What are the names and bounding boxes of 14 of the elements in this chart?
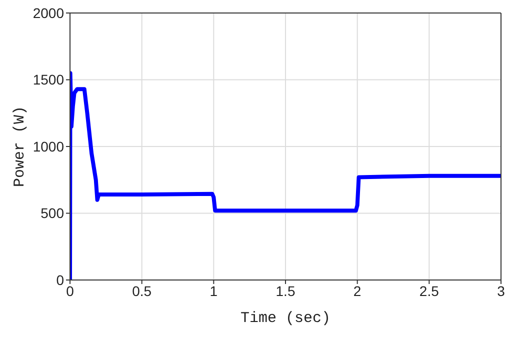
y-tick-label: 500 — [40, 205, 64, 222]
x-tick-label: 0.5 — [132, 282, 152, 299]
y-axis-title: Power (W) — [11, 106, 28, 188]
y-tick-label: 1500 — [32, 72, 64, 88]
x-tick-label: 3 — [497, 282, 506, 299]
x-tick-label: 1 — [210, 282, 218, 299]
x-axis-title: Time (sec) — [240, 310, 331, 327]
y-tick-label: 0 — [56, 272, 64, 288]
x-tick-label: 2.5 — [419, 282, 440, 299]
x-tick-label: 1.5 — [276, 282, 296, 299]
x-tick-label: 2 — [353, 282, 362, 299]
x-tick-label: 0 — [66, 282, 74, 299]
y-tick-label: 1000 — [32, 138, 64, 154]
y-tick-label: 2000 — [32, 4, 64, 21]
